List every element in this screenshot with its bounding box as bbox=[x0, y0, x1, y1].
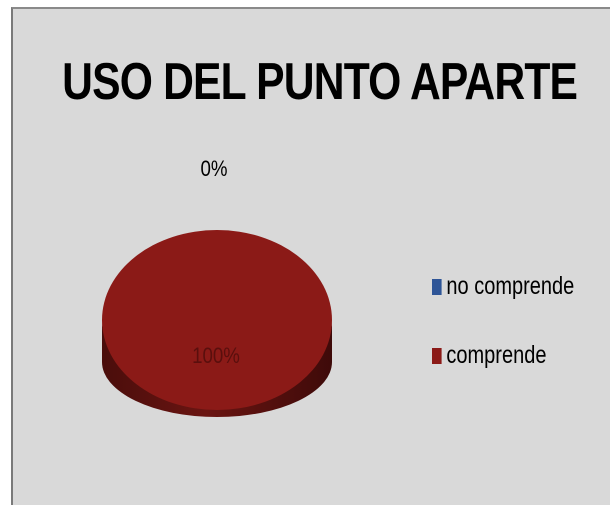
legend-item-no-comprende: no comprende bbox=[432, 272, 574, 301]
legend-swatch-comprende bbox=[432, 347, 442, 364]
legend-label-no-comprende: no comprende bbox=[446, 272, 575, 300]
legend-label-comprende: comprende bbox=[446, 341, 547, 369]
pie-slice-comprende bbox=[102, 230, 332, 410]
data-label-no-comprende: 0% bbox=[200, 158, 227, 182]
data-label-comprende: 100% bbox=[192, 345, 240, 369]
legend-swatch-no-comprende bbox=[432, 278, 442, 295]
chart-title: USO DEL PUNTO APARTE bbox=[62, 53, 578, 111]
chart-area bbox=[11, 7, 610, 505]
legend-item-comprende: comprende bbox=[432, 341, 546, 370]
